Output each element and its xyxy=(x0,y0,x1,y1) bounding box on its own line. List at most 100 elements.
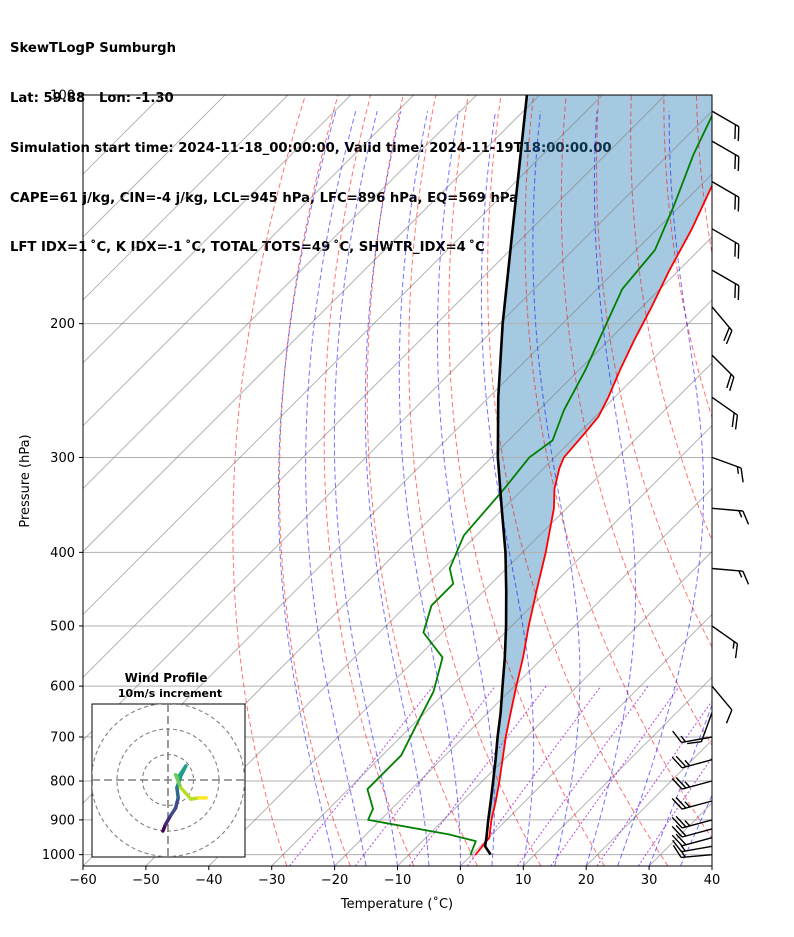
y-tick-label: 900 xyxy=(50,813,75,828)
x-tick-label: −10 xyxy=(384,873,411,888)
isotherm-line xyxy=(83,95,226,238)
chart-header: SkewTLogP Sumburgh Lat: 59.88 Lon: -1.30… xyxy=(10,8,612,274)
dewpoint-profile xyxy=(366,113,712,855)
isotherm-line xyxy=(83,95,289,301)
x-tick-label: −30 xyxy=(258,873,285,888)
wind-barb xyxy=(711,567,750,585)
dry-adiabat-line xyxy=(366,95,478,866)
profile-lines xyxy=(366,95,712,856)
moist-adiabat-line xyxy=(648,703,712,866)
isotherm-line xyxy=(460,613,712,866)
hodograph-ring xyxy=(92,704,245,857)
dry-adiabat-line xyxy=(408,95,542,866)
indices-line: LFT IDX=1 ˚C, K IDX=-1 ˚C, TOTAL TOTS=49… xyxy=(10,240,485,256)
mixing-ratio-line xyxy=(408,685,547,866)
y-tick-label: 400 xyxy=(50,546,75,561)
moist-adiabat-line xyxy=(333,110,398,866)
y-tick-label: 600 xyxy=(50,680,75,695)
isotherm-line xyxy=(83,95,477,490)
wind-barb xyxy=(711,354,735,392)
hodograph-inset: Wind Profile 10m/s increment xyxy=(91,671,246,858)
y-tick-label: 1000 xyxy=(42,848,75,863)
hodograph-segment xyxy=(179,785,193,801)
moist-adiabat-line xyxy=(617,111,705,866)
hodograph-title: Wind Profile xyxy=(125,671,208,685)
wind-barb xyxy=(711,269,740,301)
isotherm-line xyxy=(397,550,712,866)
dry-adiabat-line xyxy=(448,95,605,866)
wind-barb xyxy=(687,712,713,745)
dry-adiabat-line xyxy=(278,95,351,866)
hodograph-segment xyxy=(173,796,180,810)
wind-barb xyxy=(711,228,740,259)
isotherm-line xyxy=(522,676,712,866)
wind-barb xyxy=(671,815,713,829)
mixing-ratio-line xyxy=(516,685,649,866)
y-tick-label: 300 xyxy=(50,451,75,466)
wind-barb xyxy=(671,833,713,847)
x-tick-label: −20 xyxy=(321,873,348,888)
x-tick-label: −50 xyxy=(132,873,159,888)
mixing-ratio-line xyxy=(596,700,712,866)
wind-barb xyxy=(711,396,739,430)
x-tick-label: 0 xyxy=(456,873,464,888)
wind-barb xyxy=(711,507,750,525)
wind-barb xyxy=(711,306,733,345)
moist-adiabat-line xyxy=(532,111,581,866)
hodograph-segment xyxy=(173,773,183,790)
wind-barb xyxy=(671,755,713,769)
y-tick-label: 200 xyxy=(50,317,75,332)
y-tick-label: 700 xyxy=(50,730,75,745)
wind-barb xyxy=(711,110,740,142)
x-tick-label: −40 xyxy=(195,873,222,888)
moist-adiabat-line xyxy=(480,111,535,866)
wind-barb xyxy=(711,456,744,483)
x-tick-label: 20 xyxy=(578,873,595,888)
y-tick-label: 500 xyxy=(50,619,75,634)
mixing-ratio-line xyxy=(354,685,496,866)
params-line: CAPE=61 j/kg, CIN=-4 j/kg, LCL=945 hPa, … xyxy=(10,190,519,206)
dry-adiabat-line xyxy=(524,95,712,840)
wind-barb xyxy=(711,625,739,659)
temperature-profile xyxy=(474,183,712,856)
x-tick-label: 30 xyxy=(641,873,658,888)
isotherm-line xyxy=(711,865,712,866)
isotherm-line xyxy=(271,424,712,866)
dry-adiabat-line xyxy=(596,95,712,649)
mixing-ratio-line xyxy=(550,685,680,866)
moist-adiabat-line xyxy=(277,110,337,866)
moist-adiabat-line xyxy=(305,110,367,866)
wind-barb xyxy=(711,140,740,172)
wind-barbs xyxy=(671,110,750,859)
y-tick-label: 100 xyxy=(50,89,75,104)
hodograph-segment xyxy=(176,764,188,780)
axes: −60 −50 −40 −30 −20 −10 0 10 20 30 40 1000 900 800 700… xyxy=(42,89,720,889)
y-tick-label: 800 xyxy=(50,775,75,790)
wind-barb xyxy=(672,730,713,744)
isotherm-line xyxy=(83,95,352,364)
isotherm-line xyxy=(83,95,415,427)
dry-adiabat-line xyxy=(323,95,415,866)
dry-adiabat-line xyxy=(630,95,712,542)
moist-adiabat-line xyxy=(585,111,637,866)
dry-adiabat-line xyxy=(487,95,669,866)
cape-area xyxy=(488,95,712,819)
x-tick-label: −60 xyxy=(69,873,96,888)
chart-title: SkewTLogP Sumburgh xyxy=(10,41,176,57)
moist-adiabat-line xyxy=(436,111,495,866)
isotherm-line xyxy=(83,95,540,553)
wind-barb xyxy=(672,839,713,853)
dry-adiabat-line xyxy=(762,95,794,866)
x-tick-label: 40 xyxy=(704,873,721,888)
isotherm-line xyxy=(83,110,712,741)
dry-adiabat-line xyxy=(663,95,712,419)
wind-barb xyxy=(711,180,740,212)
moist-adiabat-line xyxy=(711,864,712,866)
isotherm-line xyxy=(83,95,603,616)
wind-barb xyxy=(671,797,713,810)
hodograph-subtitle: 10m/s increment xyxy=(118,687,222,700)
wind-barb xyxy=(671,824,713,838)
x-tick-label: 10 xyxy=(515,873,532,888)
wind-barb xyxy=(711,685,733,724)
